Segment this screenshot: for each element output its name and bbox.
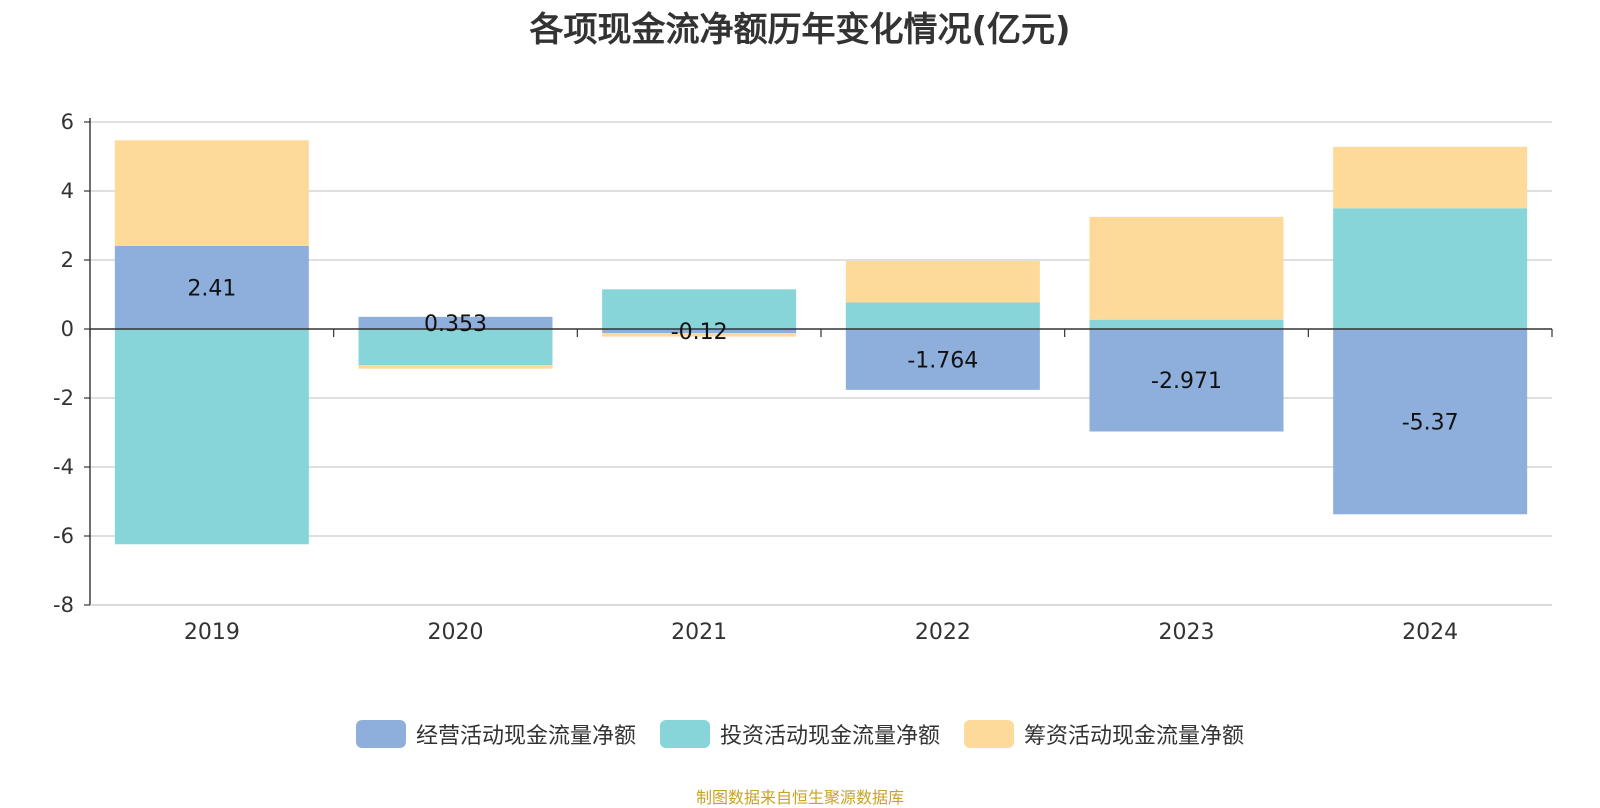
x-tick-label: 2022 (915, 620, 971, 645)
bar-经营活动现金流量净额-2024 (1333, 329, 1528, 515)
data-label: 0.353 (424, 312, 487, 337)
source-note: 制图数据来自恒生聚源数据库 (695, 788, 904, 807)
legend-label: 投资活动现金流量净额 (719, 724, 940, 749)
x-tick-label: 2024 (1402, 620, 1458, 645)
grid-lines (90, 121, 1552, 606)
y-tick-label: 2 (61, 248, 74, 272)
bar-经营活动现金流量净额-2021 (602, 329, 797, 334)
x-tick-label: 2020 (428, 620, 484, 645)
bar-经营活动现金流量净额-2022 (845, 329, 1040, 390)
bar-经营活动现金流量净额-2023 (1089, 329, 1284, 432)
y-tick-label: -8 (53, 593, 74, 617)
y-tick-label: 4 (61, 179, 74, 203)
legend-item[interactable]: 经营活动现金流量净额 (355, 718, 636, 750)
bars (114, 140, 1528, 545)
data-label: -5.37 (1402, 411, 1459, 436)
axes: 6 4 2 0 -2 -4 -6 -8 (53, 110, 1553, 617)
legend-swatch (659, 720, 710, 748)
legend-item[interactable]: 筹资活动现金流量净额 (964, 718, 1244, 750)
data-labels: 2019 2020 2021 2022 2023 2024 2.41 0.353 -0.12 -1… (184, 276, 1459, 645)
bar-经营活动现金流量净额-2019 (114, 245, 309, 329)
data-label: -0.12 (671, 320, 728, 345)
bar-筹资活动现金流量净额-2023 (1089, 216, 1284, 320)
y-tick-label: -4 (53, 455, 74, 479)
bar-投资活动现金流量净额-2022 (845, 302, 1040, 329)
bar-筹资活动现金流量净额-2019 (114, 140, 309, 246)
x-tick-label: 2023 (1159, 620, 1215, 645)
legend: 经营活动现金流量净额 投资活动现金流量净额 筹资活动现金流量净额 (0, 718, 1600, 750)
data-label: -2.971 (1151, 369, 1222, 394)
chart-title: 各项现金流净额历年变化情况(亿元) (529, 10, 1071, 50)
bar-筹资活动现金流量净额-2022 (845, 261, 1040, 303)
bar-筹资活动现金流量净额-2024 (1333, 146, 1528, 209)
data-label: 2.41 (187, 276, 236, 301)
legend-label: 经营活动现金流量净额 (415, 724, 636, 749)
chart-plot: 6 4 2 0 -2 -4 -6 -8 2019 2020 2021 2022 2023 2024 2.4… (53, 110, 1553, 645)
y-tick-label: -6 (53, 524, 74, 548)
bar-经营活动现金流量净额-2020 (358, 316, 553, 329)
legend-item[interactable]: 投资活动现金流量净额 (659, 718, 940, 750)
bar-筹资活动现金流量净额-2020 (358, 365, 553, 369)
bar-投资活动现金流量净额-2019 (114, 329, 309, 545)
legend-swatch (355, 720, 406, 748)
legend-swatch (964, 720, 1014, 748)
legend-label: 筹资活动现金流量净额 (1024, 724, 1245, 749)
bar-筹资活动现金流量净额-2021 (602, 333, 797, 337)
y-tick-label: 6 (61, 110, 74, 134)
y-tick-label: -2 (53, 386, 74, 410)
bar-投资活动现金流量净额-2021 (602, 289, 797, 329)
x-tick-label: 2019 (184, 620, 240, 645)
data-label: -1.764 (907, 348, 978, 373)
y-tick-label: 0 (61, 317, 74, 341)
bar-投资活动现金流量净额-2024 (1333, 208, 1528, 329)
bar-投资活动现金流量净额-2020 (358, 329, 553, 366)
x-tick-label: 2021 (671, 620, 727, 645)
bar-投资活动现金流量净额-2023 (1089, 319, 1284, 329)
